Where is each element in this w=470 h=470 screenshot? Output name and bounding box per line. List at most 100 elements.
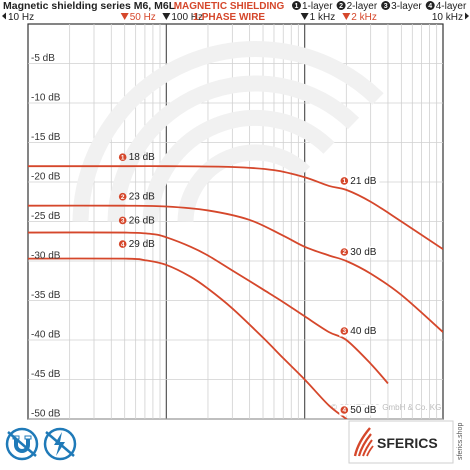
- data-label: 3 40 dB: [339, 325, 380, 337]
- legend-num-circle: [381, 1, 391, 10]
- legend-num: 3: [384, 3, 388, 10]
- legend-item: 2 2-layer: [336, 1, 378, 12]
- data-label-bg: [339, 246, 380, 258]
- tick-marker-icon: [120, 13, 129, 20]
- data-label-value: 23 dB: [129, 192, 155, 203]
- data-label: 1 21 dB: [339, 175, 380, 187]
- y-tick-label: -15 dB: [31, 132, 61, 143]
- footer-icons: [5, 427, 77, 461]
- legend-item: 3 3-layer: [381, 1, 422, 12]
- legend-label: 3-layer: [391, 1, 422, 12]
- data-label-num-circle: [340, 248, 349, 256]
- x-tick-label: 10 kHz: [432, 12, 463, 23]
- legend-num-circle: [336, 1, 346, 10]
- magnet-icon: [5, 427, 39, 461]
- data-label-num-circle: [118, 192, 127, 201]
- y-tick-label: -10 dB: [31, 93, 61, 104]
- legend-label: 1-layer: [302, 1, 333, 12]
- brand-side-text: sferics.shop: [457, 423, 464, 460]
- watermark-swirl-1: [142, 110, 335, 222]
- data-label-num: 3: [121, 218, 125, 225]
- data-label-num-circle: [118, 240, 127, 248]
- data-label-value: 21 dB: [350, 176, 376, 187]
- x-tick-top: 100 Hz: [162, 12, 203, 23]
- data-label-num-circle: [340, 327, 349, 335]
- legend-num: 4: [428, 3, 432, 10]
- y-tick-label: -35 dB: [31, 290, 61, 301]
- series-line-4: [28, 257, 348, 419]
- series-line-2: [28, 204, 443, 333]
- data-label-num-circle: [340, 177, 349, 185]
- axis-layer: -5 dB -10 dB -15 dB -20 dB -25 dB -30 dB -35 d…: [2, 12, 469, 420]
- data-label-num: 1: [121, 154, 125, 161]
- y-tick-label: -25 dB: [31, 211, 61, 222]
- data-label-value: 29 dB: [129, 239, 155, 250]
- data-label-num-circle: [118, 153, 127, 161]
- legend-label: 4-layer: [436, 1, 467, 12]
- data-label-bg: [339, 325, 380, 337]
- data-label-num: 1: [342, 178, 346, 185]
- tick-marker-icon: [300, 13, 309, 20]
- data-label-num: 2: [342, 249, 346, 256]
- y-tick-label: -45 dB: [31, 369, 61, 380]
- y-tick-label: -5 dB: [31, 53, 55, 64]
- tick-marker-icon: [465, 12, 469, 20]
- watermark-swirl-3: [72, 41, 384, 222]
- legend-item: 1 1-layer: [292, 1, 333, 12]
- tick-marker-icon: [342, 13, 351, 20]
- y-tick-label: -50 dB: [31, 409, 61, 420]
- data-label-num: 2: [121, 194, 125, 201]
- data-label: 2 30 dB: [339, 246, 380, 258]
- legend-item: 4 4-layer: [425, 1, 467, 12]
- data-label-bg: [339, 175, 380, 187]
- x-tick-label: 2 kHz: [351, 12, 377, 23]
- data-label-value: 18 dB: [129, 152, 155, 163]
- data-label-value: 40 dB: [350, 326, 376, 337]
- watermark-text: © SPHERICS GmbH & Co. KG: [331, 403, 441, 412]
- legend-num: 2: [339, 3, 343, 10]
- data-label: 1 18 dB: [118, 152, 155, 163]
- data-label: 3 26 dB: [118, 215, 155, 226]
- legend-num: 1: [295, 3, 299, 10]
- data-label-num-circle: [340, 406, 349, 414]
- series-line-1: [28, 165, 443, 250]
- x-tick-top: 10 Hz: [2, 12, 34, 23]
- watermark-layer: © SPHERICS GmbH & Co. KG: [72, 41, 441, 412]
- flame-icon: [353, 427, 374, 457]
- legend: 1 1-layer 2 2-layer 3 3-layer 4 4-layer: [292, 1, 467, 12]
- x-tick-top: 1 kHz: [300, 12, 336, 23]
- data-label-bg: [339, 404, 380, 416]
- data-label: 2 23 dB: [118, 192, 155, 203]
- data-label-num-circle: [118, 216, 127, 225]
- series-layer: [28, 165, 443, 419]
- tick-marker-icon: [2, 12, 6, 20]
- label-layer: 1 18 dB 1 21 dB 2 23 dB 2 30 dB 3 26 dB 3 40 dB 4 29 …: [118, 152, 380, 416]
- legend-num-circle: [425, 1, 435, 10]
- brand-name: SFERICS: [377, 435, 438, 451]
- x-tick-label: 1 kHz: [310, 12, 336, 23]
- watermark-swirl-0: [177, 144, 311, 222]
- series-line-3: [28, 231, 389, 385]
- data-label-value: 50 dB: [350, 405, 376, 416]
- tick-marker-icon: [162, 13, 171, 20]
- brand-logo: SFERICS: [348, 420, 454, 464]
- data-label-value: 30 dB: [350, 247, 376, 258]
- data-label-num: 4: [121, 241, 125, 248]
- data-label: 4 50 dB: [339, 404, 380, 416]
- y-tick-label: -30 dB: [31, 251, 61, 262]
- watermark-swirl-2: [107, 75, 360, 222]
- chart-subtitle-line2: 1-PHASE WIRE: [193, 12, 266, 23]
- data-label: 4 29 dB: [118, 239, 155, 250]
- y-tick-label: -40 dB: [31, 330, 61, 341]
- x-tick-label: 10 Hz: [8, 12, 34, 23]
- x-tick-top: 50 Hz: [120, 12, 156, 23]
- legend-num-circle: [292, 1, 301, 10]
- x-tick-label: 50 Hz: [130, 12, 156, 23]
- x-tick-top: 2 kHz: [342, 12, 377, 23]
- x-tick-label: 100 Hz: [171, 12, 203, 23]
- data-label-num: 3: [342, 328, 346, 335]
- y-tick-label: -20 dB: [31, 172, 61, 183]
- data-label-num: 4: [342, 407, 346, 414]
- data-label-value: 26 dB: [129, 215, 155, 226]
